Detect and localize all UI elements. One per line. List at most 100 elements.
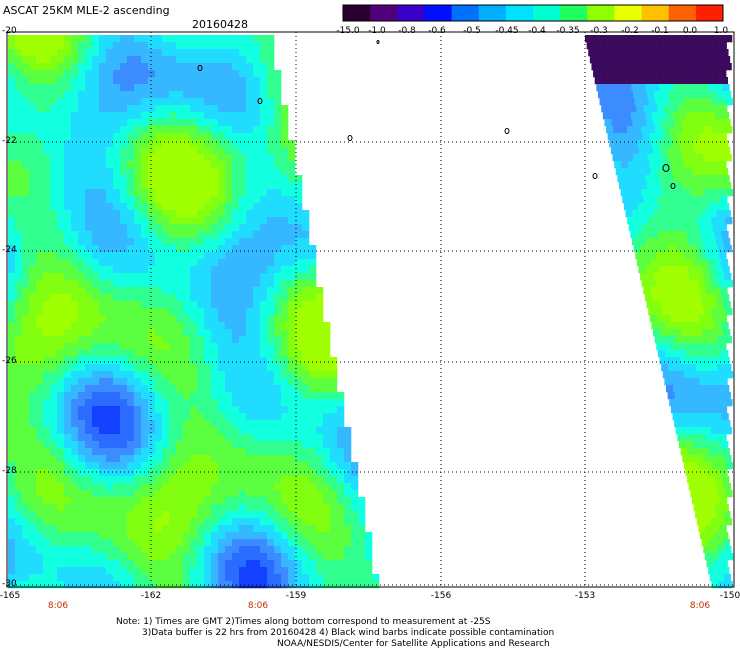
wind-cell [614, 70, 622, 78]
wind-cell [78, 483, 86, 491]
wind-cell [239, 294, 247, 302]
wind-cell [274, 329, 282, 337]
wind-cell [183, 441, 191, 449]
wind-cell [630, 112, 639, 120]
wind-cell [661, 63, 669, 71]
wind-cell [211, 315, 219, 323]
wind-cell [8, 91, 16, 99]
wind-cell [183, 238, 191, 246]
wind-cell [650, 196, 658, 204]
wind-cell [644, 203, 653, 211]
wind-cell [141, 476, 149, 484]
wind-cell [197, 217, 205, 225]
wind-cell [64, 448, 72, 456]
wind-cell [155, 525, 163, 533]
wind-cell [162, 224, 170, 232]
wind-cell [92, 301, 100, 309]
wind-cell [106, 189, 114, 197]
wind-cell [618, 91, 627, 99]
wind-cell [295, 294, 303, 302]
wind-cell [78, 336, 86, 344]
wind-cell [253, 343, 261, 351]
wind-cell [267, 315, 275, 323]
wind-cell [211, 420, 219, 428]
wind-cell [197, 238, 205, 246]
wind-cell [141, 525, 149, 533]
wind-cell [78, 392, 86, 400]
wind-cell [699, 196, 707, 204]
wind-cell [239, 385, 247, 393]
wind-cell [679, 322, 687, 330]
wind-cell [22, 364, 30, 372]
wind-cell [358, 560, 366, 568]
wind-cell [609, 140, 617, 148]
wind-cell [246, 259, 254, 267]
wind-cell [106, 119, 114, 127]
wind-cell [260, 525, 268, 533]
wind-cell [665, 322, 673, 330]
wind-cell [127, 532, 135, 540]
wind-cell [211, 280, 219, 288]
wind-cell [645, 147, 654, 155]
wind-cell [697, 399, 705, 407]
wind-cell [176, 252, 184, 260]
wind-cell [141, 392, 149, 400]
wind-cell [190, 280, 198, 288]
wind-cell [190, 315, 198, 323]
wind-cell [176, 77, 184, 85]
wind-cell [323, 392, 331, 400]
wind-cell [162, 462, 170, 470]
wind-cell [253, 511, 261, 519]
wind-cell [127, 133, 135, 141]
wind-cell [717, 518, 726, 526]
wind-cell [99, 581, 107, 589]
wind-cell [197, 336, 205, 344]
wind-cell [22, 336, 30, 344]
wind-cell [337, 399, 345, 407]
wind-cell [281, 574, 289, 582]
wind-cell [239, 245, 247, 253]
wind-cell [281, 441, 289, 449]
wind-cell [85, 126, 93, 134]
wind-cell [302, 476, 310, 484]
wind-cell [302, 273, 310, 281]
wind-cell [43, 546, 51, 554]
wind-cell [700, 322, 708, 330]
wind-cell [78, 210, 86, 218]
wind-cell [711, 399, 719, 407]
wind-cell [162, 84, 170, 92]
wind-cell [85, 462, 93, 470]
wind-cell [176, 434, 184, 442]
wind-cell [197, 273, 205, 281]
wind-cell [625, 119, 633, 127]
wind-cell [295, 364, 303, 372]
wind-cell [15, 98, 23, 106]
wind-cell [218, 553, 226, 561]
wind-cell [64, 140, 72, 148]
wind-cell [183, 518, 191, 526]
wind-cell [701, 476, 709, 484]
wind-cell [700, 413, 708, 421]
wind-cell [113, 371, 121, 379]
wind-cell [15, 175, 23, 183]
wind-cell [141, 532, 149, 540]
wind-cell [134, 581, 142, 589]
wind-cell [688, 210, 696, 218]
wind-cell [267, 553, 275, 561]
wind-cell [141, 413, 149, 421]
wind-cell [169, 196, 177, 204]
wind-cell [176, 182, 184, 190]
wind-cell [316, 427, 324, 435]
wind-cell [127, 273, 135, 281]
wind-cell [274, 105, 282, 113]
wind-cell [225, 329, 233, 337]
wind-cell [603, 84, 611, 92]
wind-cell [29, 147, 37, 155]
wind-cell [690, 280, 699, 288]
wind-cell [246, 133, 254, 141]
wind-cell [218, 469, 226, 477]
wind-cell [106, 77, 114, 85]
wind-cell [190, 448, 198, 456]
wind-cell [36, 329, 44, 337]
wind-cell [22, 49, 30, 57]
